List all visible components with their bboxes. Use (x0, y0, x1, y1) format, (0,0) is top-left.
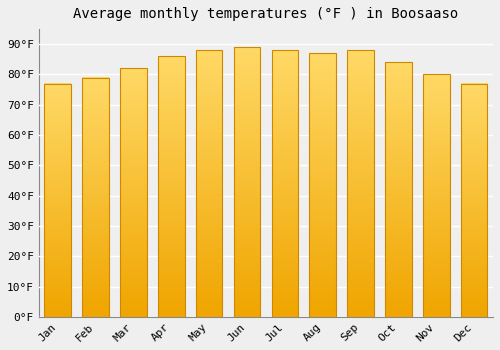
Bar (44, 84, 71, 317)
Bar (158, 56, 184, 317)
Bar (196, 50, 222, 317)
Bar (310, 53, 336, 317)
Bar (82, 77, 109, 317)
Bar (423, 75, 450, 317)
Bar (234, 47, 260, 317)
Bar (423, 75, 450, 317)
Bar (461, 84, 487, 317)
Bar (348, 50, 374, 317)
Bar (385, 62, 411, 317)
Bar (120, 69, 146, 317)
Bar (272, 50, 298, 317)
Bar (44, 84, 71, 317)
Bar (310, 53, 336, 317)
Bar (196, 50, 222, 317)
Title: Average monthly temperatures (°F ) in Boosaaso: Average monthly temperatures (°F ) in Bo… (74, 7, 458, 21)
Bar (82, 77, 109, 317)
Bar (234, 47, 260, 317)
Bar (272, 50, 298, 317)
Bar (348, 50, 374, 317)
Bar (158, 56, 184, 317)
Bar (385, 62, 411, 317)
Bar (120, 69, 146, 317)
Bar (461, 84, 487, 317)
